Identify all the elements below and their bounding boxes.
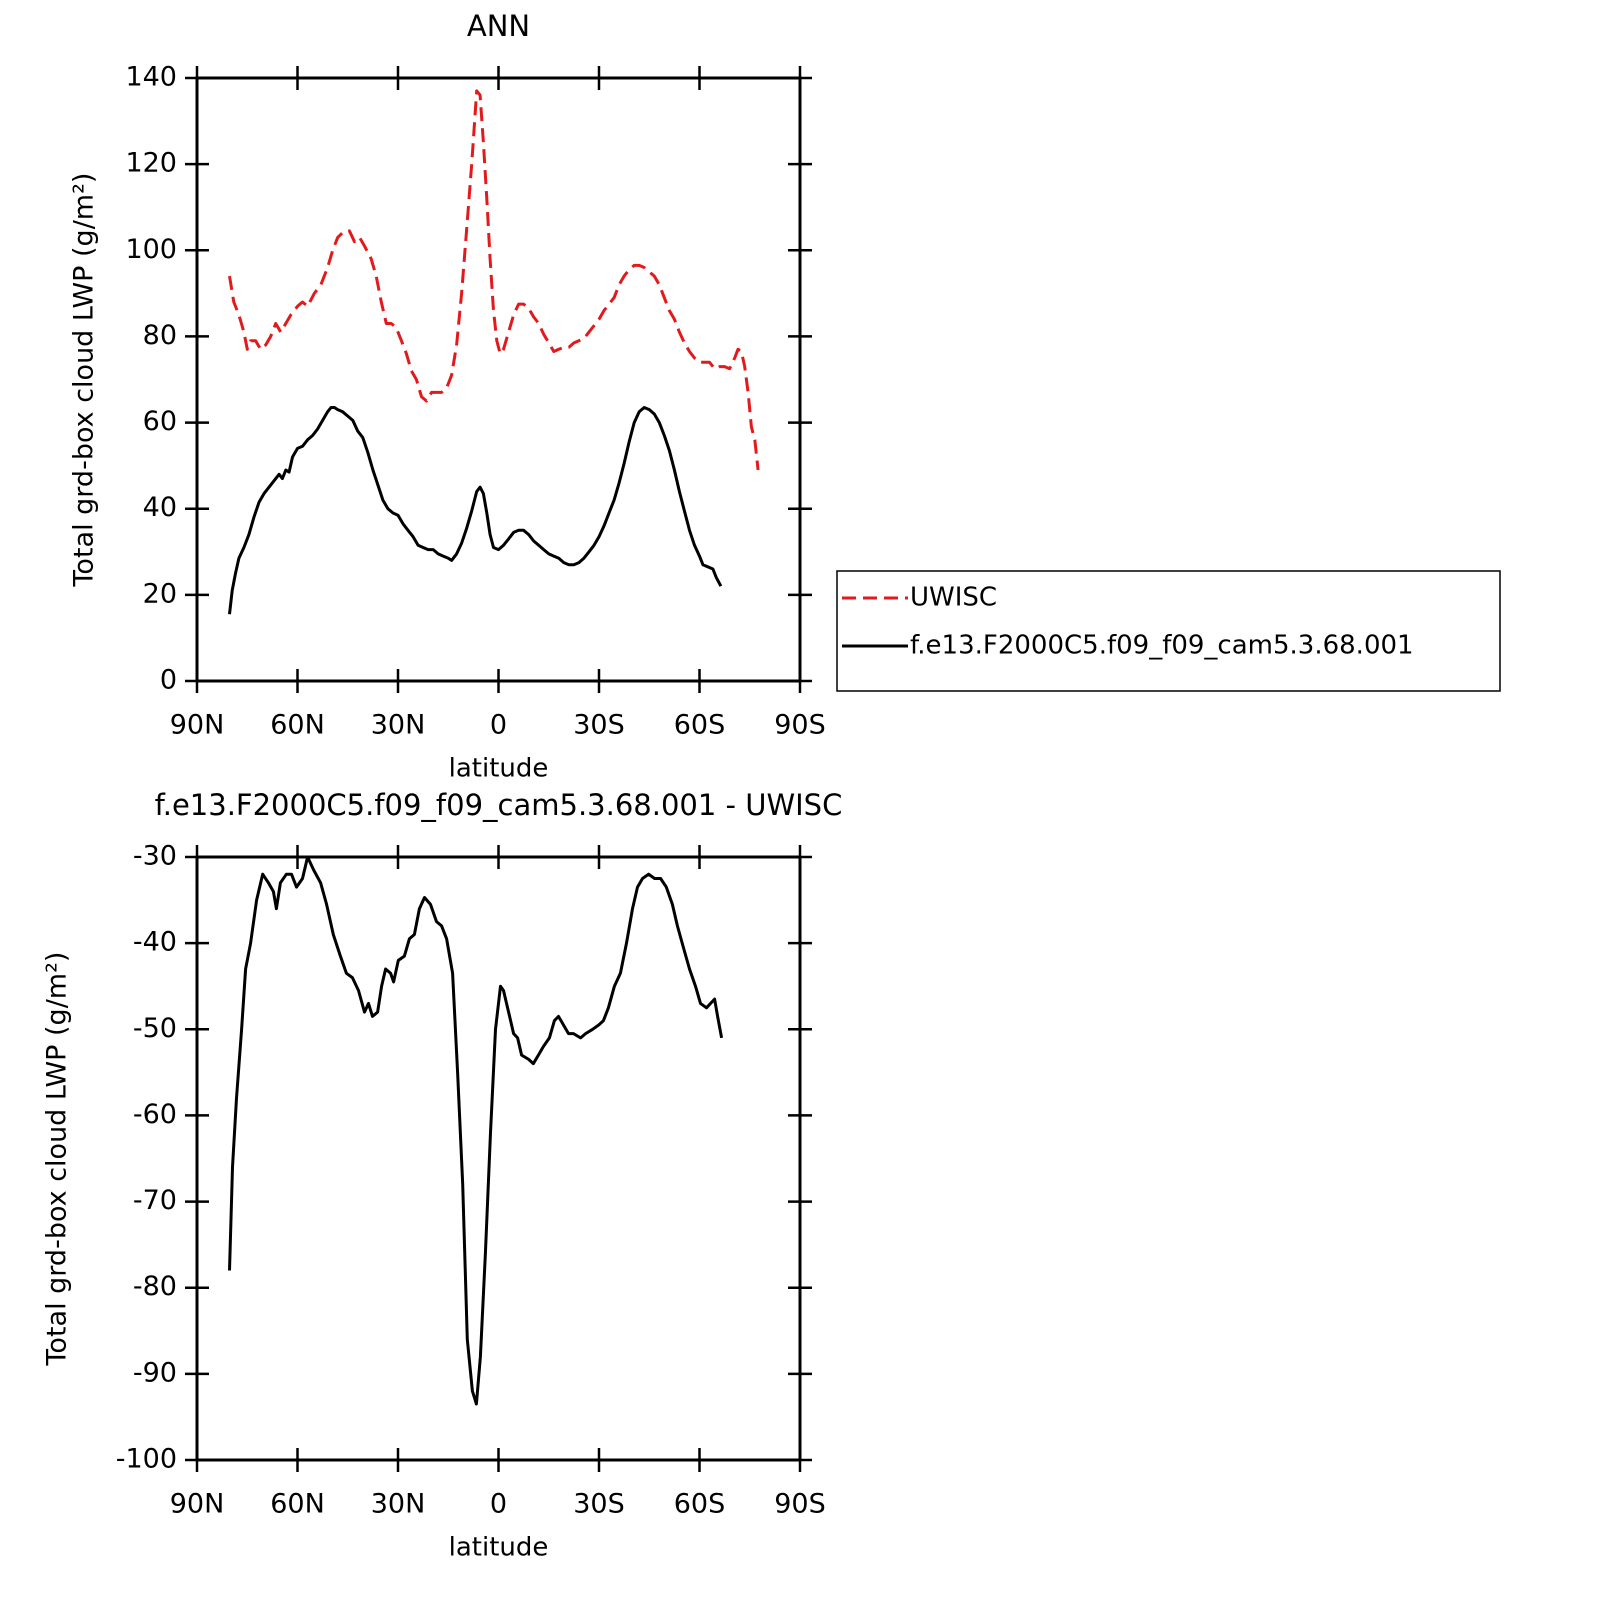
y-tick-label: -100 <box>116 1444 177 1475</box>
x-tick-label: 90S <box>774 710 826 741</box>
x-tick-label: 60S <box>674 710 726 741</box>
x-tick-label: 30S <box>573 1489 625 1520</box>
y-tick-label: -50 <box>133 1013 177 1044</box>
plot-frame <box>195 855 802 1462</box>
y-tick-label: -80 <box>133 1271 177 1302</box>
y-tick-label: 20 <box>143 578 177 609</box>
x-tick-label: 60S <box>674 1489 726 1520</box>
y-tick-label: 60 <box>143 406 177 437</box>
x-tick-label: 60N <box>270 710 325 741</box>
x-tick-label: 30N <box>371 710 426 741</box>
x-tick-label: 30S <box>573 710 625 741</box>
y-tick-label: -60 <box>133 1099 177 1130</box>
legend-label: f.e13.F2000C5.f09_f09_cam5.3.68.001 <box>910 631 1414 661</box>
x-tick-label: 90N <box>170 710 225 741</box>
legend-label: UWISC <box>910 583 997 613</box>
x-tick-label: 90N <box>170 1489 225 1520</box>
chart-title: f.e13.F2000C5.f09_f09_cam5.3.68.001 - UW… <box>155 788 843 822</box>
series-line <box>228 855 724 1406</box>
y-tick-label: 100 <box>125 234 177 265</box>
y-tick-label: 80 <box>143 320 177 351</box>
x-tick-label: 30N <box>371 1489 426 1520</box>
y-tick-label: 140 <box>125 62 177 93</box>
x-tick-label: 0 <box>490 710 507 741</box>
y-axis-label: Total grd-box cloud LWP (g/m²) <box>42 952 73 1367</box>
y-tick-label: -90 <box>133 1357 177 1388</box>
plot-frame <box>195 76 802 683</box>
legend-box <box>836 570 1501 692</box>
x-tick-label: 60N <box>270 1489 325 1520</box>
y-tick-label: 40 <box>143 492 177 523</box>
y-axis-label: Total grd-box cloud LWP (g/m²) <box>69 173 100 588</box>
x-tick-label: 0 <box>490 1489 507 1520</box>
series-line <box>228 406 723 615</box>
x-tick-label: 90S <box>774 1489 826 1520</box>
y-tick-label: -70 <box>133 1185 177 1216</box>
y-tick-label: 0 <box>160 665 177 696</box>
chart-title: ANN <box>467 9 530 43</box>
y-tick-label: -40 <box>133 927 177 958</box>
x-axis-label: latitude <box>449 754 549 784</box>
y-tick-label: 120 <box>125 148 177 179</box>
y-tick-label: -30 <box>133 841 177 872</box>
x-axis-label: latitude <box>449 1533 549 1563</box>
series-line <box>228 89 760 471</box>
